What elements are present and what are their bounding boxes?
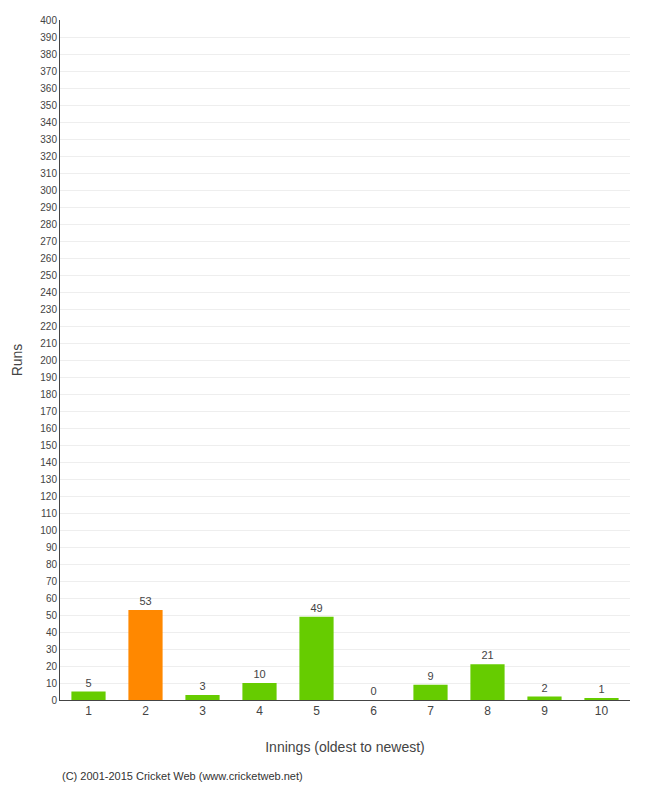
svg-text:2: 2 [142, 704, 149, 718]
svg-text:Runs: Runs [9, 344, 25, 377]
svg-text:340: 340 [40, 117, 57, 128]
svg-text:10: 10 [46, 678, 58, 689]
svg-text:330: 330 [40, 134, 57, 145]
svg-text:7: 7 [427, 704, 434, 718]
svg-text:370: 370 [40, 66, 57, 77]
svg-text:3: 3 [199, 704, 206, 718]
svg-text:9: 9 [427, 670, 433, 682]
svg-text:80: 80 [46, 559, 58, 570]
svg-text:6: 6 [370, 704, 377, 718]
svg-text:300: 300 [40, 185, 57, 196]
svg-text:280: 280 [40, 219, 57, 230]
svg-text:0: 0 [370, 685, 376, 697]
svg-text:210: 210 [40, 338, 57, 349]
svg-text:40: 40 [46, 627, 58, 638]
svg-text:9: 9 [541, 704, 548, 718]
svg-text:290: 290 [40, 202, 57, 213]
svg-text:140: 140 [40, 457, 57, 468]
svg-text:110: 110 [41, 508, 57, 519]
svg-text:49: 49 [310, 602, 322, 614]
svg-text:260: 260 [40, 253, 57, 264]
svg-text:50: 50 [46, 610, 58, 621]
svg-text:1: 1 [85, 704, 92, 718]
svg-text:320: 320 [40, 151, 57, 162]
svg-text:2: 2 [541, 682, 547, 694]
svg-text:60: 60 [46, 593, 58, 604]
svg-text:230: 230 [40, 304, 57, 315]
svg-text:240: 240 [40, 287, 57, 298]
svg-text:(C) 2001-2015 Cricket Web (www: (C) 2001-2015 Cricket Web (www.cricketwe… [62, 770, 303, 782]
svg-text:30: 30 [46, 644, 58, 655]
svg-text:360: 360 [40, 83, 57, 94]
svg-text:250: 250 [40, 270, 57, 281]
svg-text:70: 70 [46, 576, 58, 587]
svg-text:380: 380 [40, 49, 57, 60]
svg-text:8: 8 [484, 704, 491, 718]
svg-text:310: 310 [40, 168, 57, 179]
svg-text:390: 390 [40, 32, 57, 43]
svg-text:130: 130 [40, 474, 57, 485]
svg-text:190: 190 [40, 372, 57, 383]
svg-text:53: 53 [139, 595, 151, 607]
svg-text:200: 200 [40, 355, 57, 366]
svg-text:3: 3 [199, 680, 205, 692]
svg-text:10: 10 [253, 668, 265, 680]
svg-text:120: 120 [40, 491, 57, 502]
svg-text:1: 1 [598, 683, 604, 695]
svg-text:160: 160 [40, 423, 57, 434]
svg-text:Innings (oldest to newest): Innings (oldest to newest) [265, 739, 425, 755]
svg-text:90: 90 [46, 542, 58, 553]
svg-text:100: 100 [40, 525, 57, 536]
svg-text:20: 20 [46, 661, 58, 672]
svg-text:270: 270 [40, 236, 57, 247]
svg-text:150: 150 [40, 440, 57, 451]
svg-text:0: 0 [51, 695, 57, 706]
svg-text:220: 220 [40, 321, 57, 332]
svg-text:5: 5 [313, 704, 320, 718]
svg-text:170: 170 [40, 406, 57, 417]
svg-text:400: 400 [40, 15, 57, 26]
svg-text:10: 10 [595, 704, 609, 718]
svg-text:21: 21 [481, 649, 493, 661]
svg-text:5: 5 [85, 677, 91, 689]
svg-text:350: 350 [40, 100, 57, 111]
svg-text:4: 4 [256, 704, 263, 718]
svg-text:180: 180 [40, 389, 57, 400]
